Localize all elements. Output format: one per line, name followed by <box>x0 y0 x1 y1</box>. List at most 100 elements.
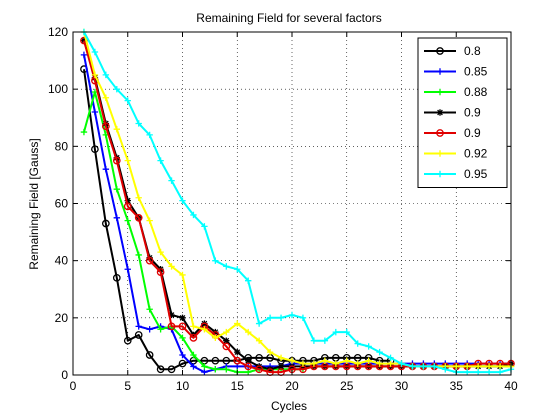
series-point-5 <box>157 248 164 256</box>
series-point-4 <box>167 322 176 331</box>
legend-entry: 0.9 <box>424 126 481 140</box>
series-point-5 <box>277 354 285 362</box>
series-point-6 <box>398 360 405 367</box>
series-point-0 <box>102 219 110 228</box>
y-tick-label: 120 <box>48 25 68 39</box>
series-point-0 <box>178 359 187 368</box>
series-point-6 <box>464 368 471 376</box>
legend-label: 0.9 <box>464 106 481 120</box>
series-point-4 <box>123 202 132 211</box>
series-point-2 <box>80 128 88 136</box>
series-point-6 <box>223 263 230 270</box>
series-point-0 <box>156 365 165 374</box>
series-point-2 <box>190 351 197 359</box>
series-point-6 <box>157 157 164 164</box>
series-point-5 <box>310 360 318 367</box>
series-point-6 <box>299 314 307 322</box>
series-point-5 <box>255 337 263 344</box>
x-tick-label: 0 <box>70 379 77 393</box>
series-point-6 <box>420 363 427 370</box>
legend-marker <box>436 47 444 55</box>
y-tick-label: 40 <box>55 254 69 268</box>
legend-marker <box>436 150 444 157</box>
series-point-1 <box>113 214 120 221</box>
series-point-0 <box>91 145 99 154</box>
series-point-4 <box>134 213 143 222</box>
series-point-2 <box>157 326 164 333</box>
series-point-6 <box>91 48 99 56</box>
series-point-6 <box>255 320 263 327</box>
series-point-6 <box>387 354 394 362</box>
series-point-6 <box>201 223 208 230</box>
series-point-6 <box>354 340 361 347</box>
legend: 0.8 0.85 0.88 0.9 0.9 0.92 0.95 <box>417 37 508 188</box>
x-tick-label: 30 <box>395 379 409 393</box>
series-point-6 <box>179 197 186 204</box>
legend-label: 0.92 <box>464 147 488 161</box>
series-point-5 <box>453 363 460 370</box>
series-point-3 <box>234 348 241 356</box>
y-tick-label: 20 <box>55 311 69 325</box>
series-point-6 <box>496 368 504 376</box>
series-point-3 <box>179 314 186 322</box>
series-point-5 <box>146 217 153 224</box>
series-point-5 <box>496 363 504 370</box>
series-point-2 <box>135 251 142 259</box>
series-point-5 <box>135 194 142 201</box>
x-tick-label: 20 <box>285 379 299 393</box>
series-point-1 <box>124 266 131 273</box>
legend-entry: 0.92 <box>424 147 488 161</box>
series-point-1 <box>102 166 110 173</box>
series-line-1 <box>83 54 511 374</box>
series-point-6 <box>124 97 131 104</box>
series-point-5 <box>201 326 208 333</box>
legend-marker <box>436 129 444 137</box>
series-point-0 <box>167 365 176 374</box>
series-point-0 <box>123 336 132 345</box>
series-point-4 <box>244 362 253 371</box>
x-tick-label: 35 <box>450 379 464 393</box>
series-point-4 <box>145 256 154 265</box>
series-point-6 <box>266 314 274 322</box>
series-point-0 <box>211 356 220 365</box>
series-point-5 <box>91 71 99 79</box>
series-point-3 <box>223 337 230 344</box>
legend-entry: 0.85 <box>424 65 488 79</box>
legend-marker <box>436 88 444 96</box>
series-point-1 <box>91 108 99 116</box>
series-point-3 <box>277 363 285 370</box>
series-point-5 <box>234 320 241 327</box>
series-point-4 <box>156 268 165 276</box>
legend-label: 0.8 <box>464 44 481 58</box>
series-point-4 <box>112 156 121 165</box>
series-point-3 <box>168 311 175 319</box>
series-point-5 <box>288 357 296 364</box>
x-tick-label: 10 <box>176 379 190 393</box>
series-point-6 <box>113 85 120 93</box>
series-point-6 <box>376 348 383 356</box>
series-point-6 <box>190 211 197 219</box>
series-line-6 <box>83 31 512 374</box>
series-point-0 <box>145 351 154 359</box>
legend-entry: 0.8 <box>424 44 481 58</box>
series-line-5 <box>83 31 511 368</box>
series-point-0 <box>255 353 263 362</box>
series-point-6 <box>431 363 438 370</box>
series-point-5 <box>179 271 186 279</box>
series-point-1 <box>190 363 197 370</box>
series-point-5 <box>321 357 329 364</box>
series-point-5 <box>485 363 493 370</box>
series-point-5 <box>354 360 361 367</box>
series-point-5 <box>474 363 482 370</box>
series-point-5 <box>299 360 307 367</box>
series-point-5 <box>190 323 197 330</box>
series-point-5 <box>376 360 383 367</box>
series-point-6 <box>212 257 219 264</box>
series-point-5 <box>266 348 274 356</box>
series-point-6 <box>277 314 285 322</box>
series-point-6 <box>135 120 142 127</box>
series-point-4 <box>102 122 110 131</box>
series-point-1 <box>179 351 186 359</box>
y-axis-label: Remaining Field [Gauss] <box>27 138 41 269</box>
